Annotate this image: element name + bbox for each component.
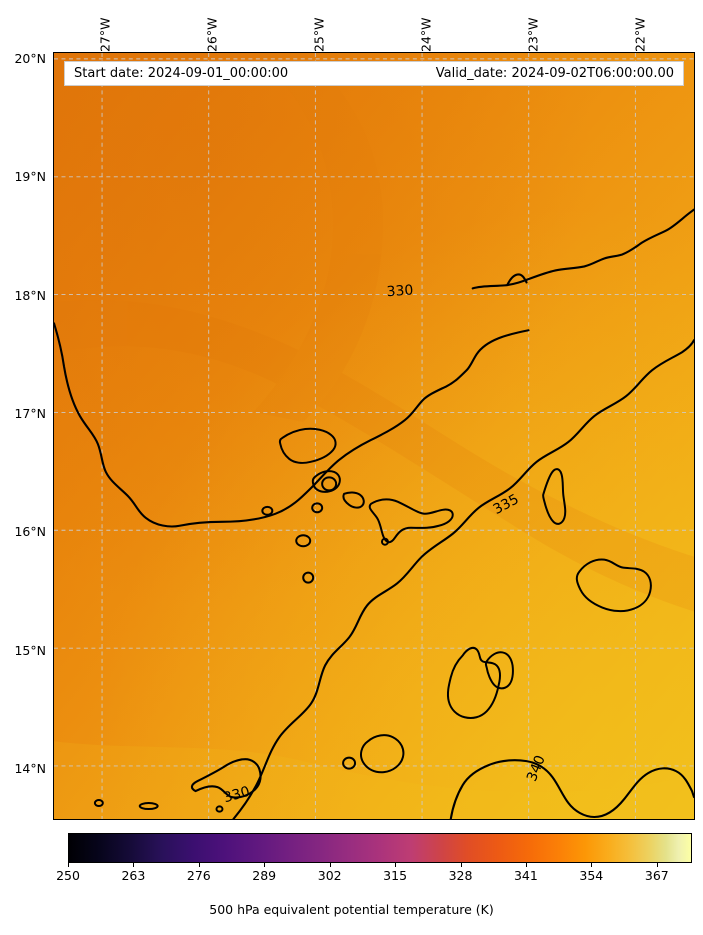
- colorbar-tick-label: 328: [448, 868, 473, 883]
- svg-text:330: 330: [222, 784, 252, 807]
- contour-label-330-closed: 330: [222, 784, 252, 807]
- island-santo-antao: [278, 427, 337, 464]
- lat-tick-label: 14°N: [14, 761, 46, 776]
- islet-3: [302, 571, 315, 584]
- lon-tick-label: 27°W: [97, 17, 113, 53]
- lon-tick-label: 23°W: [525, 17, 541, 53]
- lon-tick-label: 25°W: [311, 17, 327, 53]
- island-sal: [542, 468, 567, 525]
- start-date-label: Start date: 2024-09-01_00:00:00: [74, 66, 289, 81]
- colorbar-tick-label: 250: [56, 868, 80, 883]
- map-axes[interactable]: 330 330 335 340: [53, 52, 695, 820]
- contour-330-closed: [190, 758, 262, 799]
- colorbar-tick: [329, 863, 331, 867]
- info-banner: Start date: 2024-09-01_00:00:00 Valid_da…: [64, 61, 684, 86]
- lat-tick-label: 16°N: [14, 524, 46, 539]
- island-fogo: [360, 734, 405, 774]
- island-santiago: [446, 646, 501, 720]
- islet-6: [138, 802, 159, 811]
- contour-330-right: [471, 208, 694, 290]
- theta-e-field: 330 330 335 340: [54, 53, 694, 819]
- contour-340: [449, 759, 694, 819]
- lat-tick-label: 20°N: [14, 51, 46, 66]
- island-branco: [342, 491, 365, 509]
- island-brava: [342, 756, 357, 770]
- colorbar-tick: [68, 863, 69, 867]
- island-boa-vista: [575, 558, 652, 613]
- colorbar-tick-label: 367: [644, 868, 669, 883]
- island-maio: [484, 651, 514, 690]
- colorbar-gradient: [69, 834, 691, 862]
- contour-335: [232, 339, 694, 819]
- colorbar-tick: [395, 863, 397, 867]
- islet-2: [311, 502, 324, 514]
- colorbar-tick: [460, 863, 462, 867]
- colorbar-tick: [656, 863, 658, 867]
- islet-1: [261, 505, 274, 516]
- colorbar[interactable]: [68, 833, 692, 863]
- islet-raso: [295, 534, 312, 548]
- colorbar-tick: [591, 863, 593, 867]
- colorbar-axis-label: 500 hPa equivalent potential temperature…: [209, 902, 494, 917]
- coastline-group: [93, 427, 652, 813]
- valid-date-label: Valid_date: 2024-09-02T06:00:00.00: [435, 66, 674, 81]
- colorbar-tick: [264, 863, 266, 867]
- lat-tick-label: 15°N: [14, 643, 46, 658]
- lat-tick-label: 17°N: [14, 406, 46, 421]
- islet-4: [380, 537, 389, 546]
- islet-5: [93, 799, 104, 808]
- colorbar-tick-label: 302: [317, 868, 342, 883]
- svg-text:330: 330: [386, 282, 414, 300]
- island-santa-luzia: [321, 476, 338, 492]
- colorbar-tick-label: 289: [252, 868, 277, 883]
- colorbar-tick-label: 341: [513, 868, 538, 883]
- colorbar-tick-label: 276: [186, 868, 211, 883]
- colorbar-tick: [525, 863, 527, 867]
- lon-tick-label: 26°W: [204, 17, 220, 53]
- contour-label-masks: [378, 280, 421, 301]
- lon-tick-label: 24°W: [418, 17, 434, 53]
- colorbar-tick-label: 315: [383, 868, 408, 883]
- contour-label-330-main: 330: [386, 282, 414, 300]
- lon-tick-label: 22°W: [632, 17, 648, 53]
- colorbar-tick: [133, 863, 135, 867]
- contour-330-notch: [506, 273, 528, 286]
- islet-7: [215, 805, 224, 813]
- contour-330-left: [54, 322, 530, 528]
- island-sao-nicolau: [368, 498, 454, 544]
- colorbar-tick-label: 263: [121, 868, 146, 883]
- colorbar-tick-label: 354: [579, 868, 604, 883]
- colorbar-tick: [198, 863, 200, 867]
- lat-tick-label: 19°N: [14, 169, 46, 184]
- lat-tick-label: 18°N: [14, 288, 46, 303]
